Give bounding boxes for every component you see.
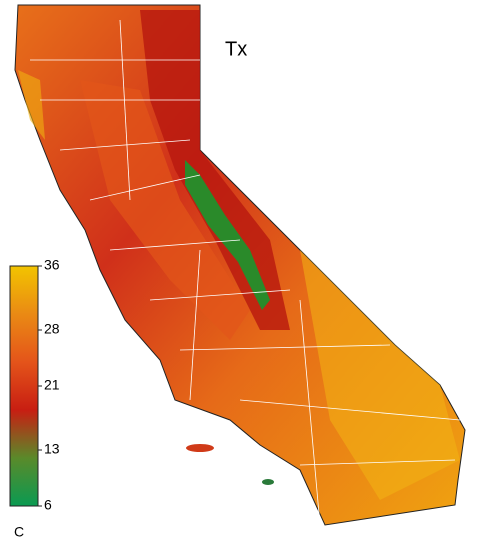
california-map: [14, 4, 466, 526]
sierra-high: [185, 160, 270, 310]
map-title: Tx: [225, 38, 247, 60]
colorbar-tick-label: 6: [44, 497, 52, 513]
colorbar-tick-label: 28: [44, 321, 60, 337]
island: [186, 444, 214, 452]
colorbar-unit: C: [14, 524, 24, 540]
sierra-cool: [140, 10, 290, 330]
colorbar: [9, 265, 39, 507]
north-coast-warm: [18, 70, 45, 140]
island: [262, 479, 274, 485]
colorbar-tick-label: 21: [44, 377, 60, 393]
colorbar-tick-label: 13: [44, 441, 60, 457]
county-lines: [30, 19, 461, 526]
colorbar-tick-label: 36: [44, 257, 60, 273]
desert-hot: [300, 250, 460, 500]
